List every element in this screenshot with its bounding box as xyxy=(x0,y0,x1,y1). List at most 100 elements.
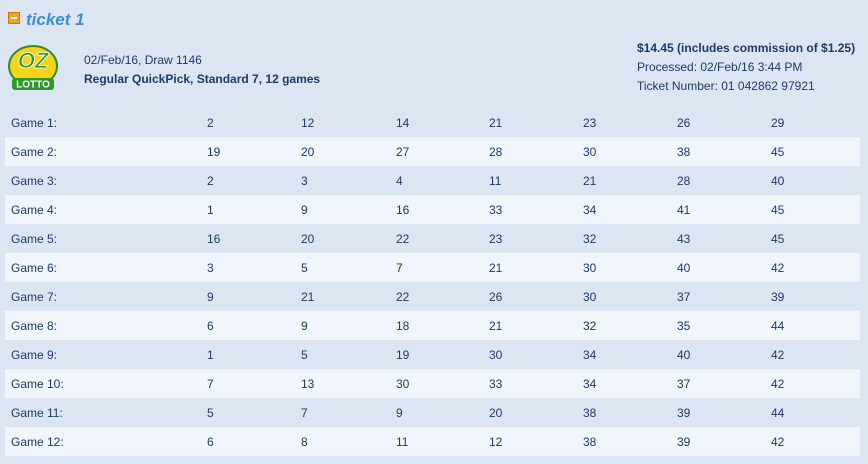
game-number: 5 xyxy=(301,261,308,275)
game-number: 30 xyxy=(396,377,410,391)
ticket-title[interactable]: ticket 1 xyxy=(26,10,85,29)
game-label: Game 6: xyxy=(11,261,58,275)
game-number: 22 xyxy=(396,290,410,304)
game-label: Game 3: xyxy=(11,174,58,188)
game-number: 2 xyxy=(207,174,214,188)
game-number: 1 xyxy=(207,203,214,217)
game-label: Game 12: xyxy=(11,435,64,449)
game-number: 12 xyxy=(489,435,503,449)
game-label: Game 9: xyxy=(11,348,58,362)
game-number: 3 xyxy=(207,261,214,275)
game-number: 45 xyxy=(771,232,785,246)
game-number: 44 xyxy=(771,406,785,420)
game-number: 21 xyxy=(489,319,503,333)
game-number: 29 xyxy=(771,116,785,130)
game-number: 2 xyxy=(207,116,214,130)
game-row: Game 11: 5 7 9 20 38 39 44 xyxy=(5,398,860,427)
game-number: 41 xyxy=(677,203,691,217)
game-number: 30 xyxy=(583,145,597,159)
game-number: 42 xyxy=(771,377,785,391)
game-number: 20 xyxy=(489,406,503,420)
game-row: Game 3: 2 3 4 11 21 28 40 xyxy=(5,166,860,195)
game-number: 44 xyxy=(771,319,785,333)
processed-date: Processed: 02/Feb/16 3:44 PM xyxy=(637,60,803,74)
draw-date: 02/Feb/16, Draw 1146 xyxy=(84,53,202,67)
game-number: 6 xyxy=(207,319,214,333)
game-number: 21 xyxy=(301,290,315,304)
game-row: Game 6: 3 5 7 21 30 40 42 xyxy=(5,253,860,282)
game-number: 45 xyxy=(771,145,785,159)
game-number: 19 xyxy=(207,145,221,159)
game-number: 3 xyxy=(301,174,308,188)
game-number: 30 xyxy=(489,348,503,362)
game-number: 39 xyxy=(677,435,691,449)
game-number: 22 xyxy=(396,232,410,246)
game-number: 40 xyxy=(677,348,691,362)
game-number: 37 xyxy=(677,290,691,304)
game-row: Game 1: 2 12 14 21 23 26 29 xyxy=(5,108,860,137)
game-number: 7 xyxy=(301,406,308,420)
game-number: 4 xyxy=(396,174,403,188)
game-number: 18 xyxy=(396,319,410,333)
game-number: 34 xyxy=(583,377,597,391)
game-number: 20 xyxy=(301,145,315,159)
game-number: 35 xyxy=(677,319,691,333)
game-label: Game 11: xyxy=(11,406,63,420)
game-row: Game 8: 6 9 18 21 32 35 44 xyxy=(5,311,860,340)
game-number: 33 xyxy=(489,203,503,217)
game-number: 34 xyxy=(583,203,597,217)
game-number: 28 xyxy=(677,174,691,188)
game-number: 42 xyxy=(771,348,785,362)
game-row: Game 9: 1 5 19 30 34 40 42 xyxy=(5,340,860,369)
game-number: 7 xyxy=(207,377,214,391)
game-number: 5 xyxy=(207,406,214,420)
game-number: 39 xyxy=(771,290,785,304)
collapse-toggle[interactable] xyxy=(8,12,20,24)
game-number: 16 xyxy=(207,232,221,246)
game-number: 30 xyxy=(583,290,597,304)
game-row: Game 5: 16 20 22 23 32 43 45 xyxy=(5,224,860,253)
game-number: 1 xyxy=(207,348,214,362)
game-number: 33 xyxy=(489,377,503,391)
game-number: 26 xyxy=(489,290,503,304)
oz-lotto-logo: OZ LOTTO xyxy=(8,45,58,91)
game-number: 23 xyxy=(489,232,503,246)
game-number: 40 xyxy=(677,261,691,275)
game-number: 32 xyxy=(583,232,597,246)
game-label: Game 1: xyxy=(11,116,58,130)
game-number: 43 xyxy=(677,232,691,246)
game-label: Game 4: xyxy=(11,203,58,217)
game-label: Game 8: xyxy=(11,319,58,333)
game-number: 28 xyxy=(489,145,503,159)
game-number: 9 xyxy=(301,319,308,333)
ticket-number: Ticket Number: 01 042862 97921 xyxy=(637,79,815,93)
game-number: 21 xyxy=(489,261,503,275)
game-number: 34 xyxy=(583,348,597,362)
game-number: 38 xyxy=(677,145,691,159)
game-number: 39 xyxy=(677,406,691,420)
game-row: Game 7: 9 21 22 26 30 37 39 xyxy=(5,282,860,311)
game-row: Game 10: 7 13 30 33 34 37 42 xyxy=(5,369,860,398)
game-number: 20 xyxy=(301,232,315,246)
game-label: Game 5: xyxy=(11,232,58,246)
game-number: 42 xyxy=(771,435,785,449)
game-number: 16 xyxy=(396,203,410,217)
game-number: 23 xyxy=(583,116,597,130)
game-number: 12 xyxy=(301,116,315,130)
game-row: Game 2: 19 20 27 28 30 38 45 xyxy=(5,137,860,166)
logo-band xyxy=(12,78,54,90)
ticket-price: $14.45 (includes commission of $1.25) xyxy=(637,41,856,55)
game-number: 26 xyxy=(677,116,691,130)
game-number: 7 xyxy=(396,261,403,275)
game-number: 11 xyxy=(396,435,409,449)
game-row: Game 12: 6 8 11 12 38 39 42 xyxy=(5,427,860,456)
game-number: 27 xyxy=(396,145,410,159)
game-number: 38 xyxy=(583,435,597,449)
game-number: 19 xyxy=(396,348,410,362)
game-number: 8 xyxy=(301,435,308,449)
game-label: Game 2: xyxy=(11,145,58,159)
game-label: Game 10: xyxy=(11,377,64,391)
logo-top: OZ xyxy=(18,48,50,73)
game-number: 37 xyxy=(677,377,691,391)
